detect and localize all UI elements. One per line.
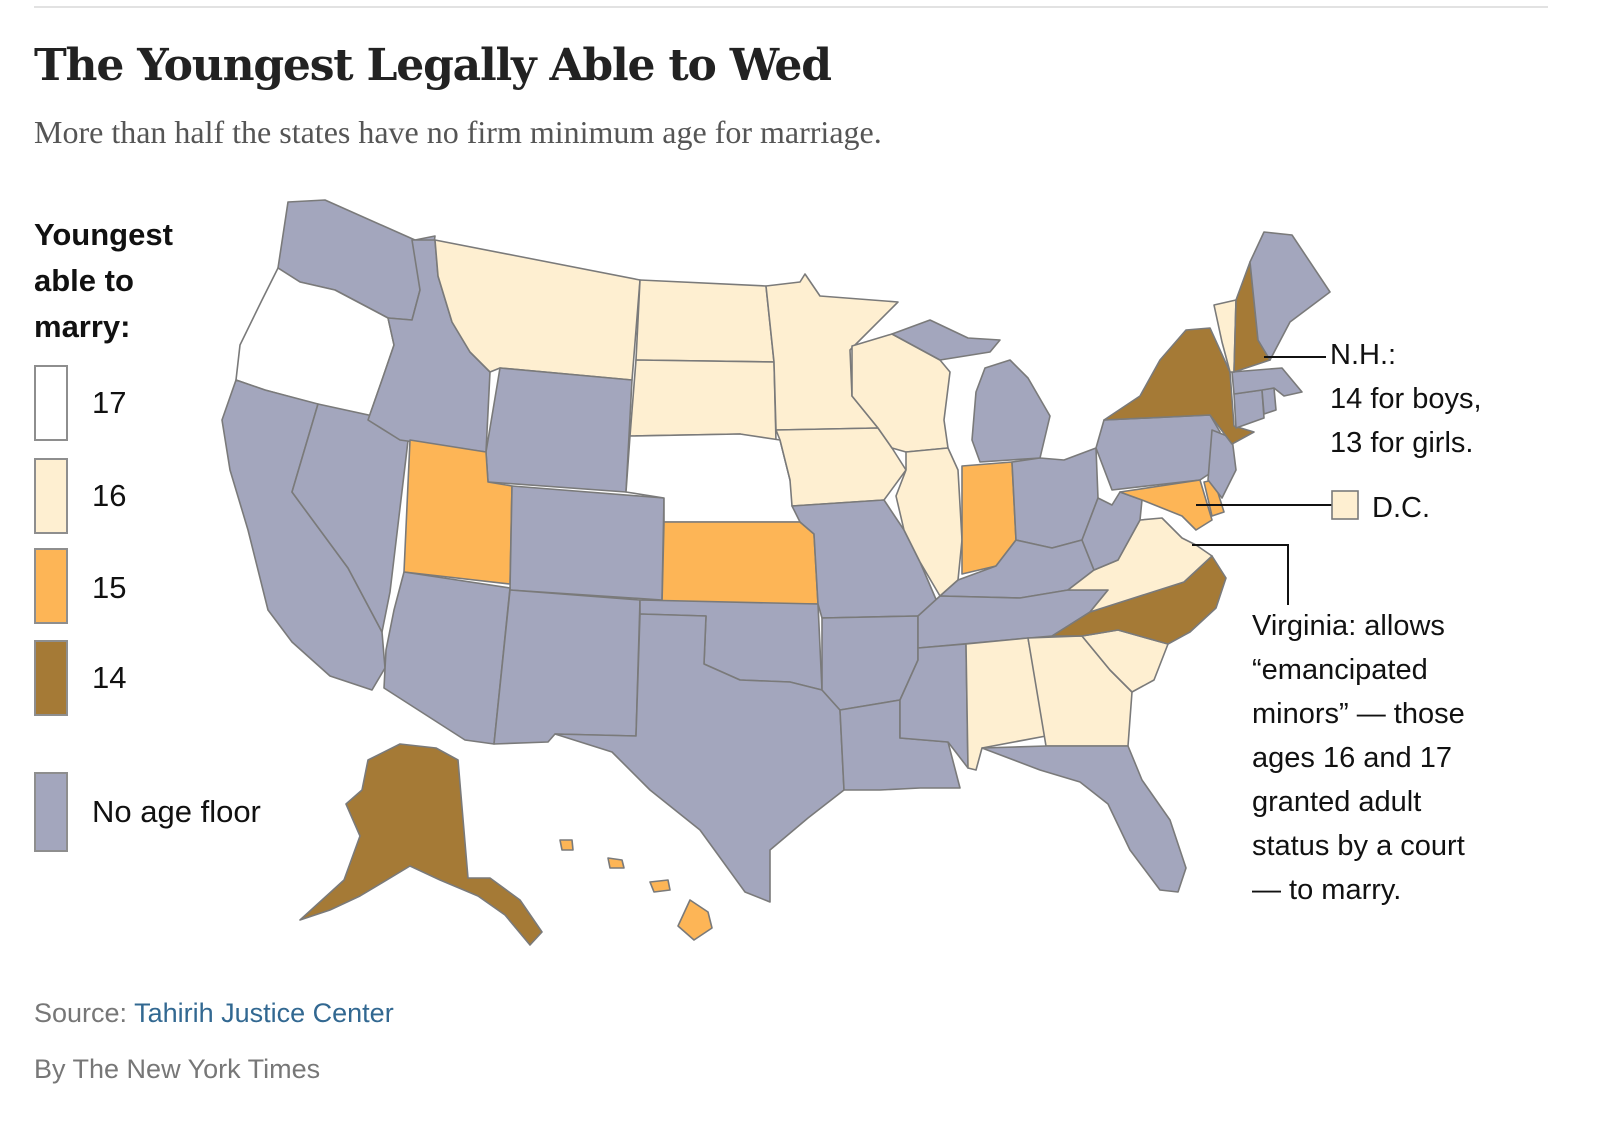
state-colorado [509,485,665,601]
source-prefix: Source: [34,998,135,1028]
state-kansas [661,521,819,605]
state-michigan-lower [971,359,1051,463]
legend-label-17: 17 [92,385,127,420]
state-maine [1249,231,1331,361]
virginia-annotation-line: status by a court [1252,830,1465,862]
state-texas [554,613,845,903]
page-subtitle: More than half the states have no firm m… [34,114,882,150]
legend-swatch-16 [34,458,68,534]
state-massachusetts [1231,367,1303,397]
legend-label-no-floor: No age floor [92,794,261,829]
virginia-annotation-line: “emancipated [1252,654,1428,686]
virginia-annotation-line: Virginia: allows [1252,610,1445,642]
state-montana [434,239,641,381]
state-wyoming [485,367,633,493]
state-connecticut [1233,389,1265,429]
virginia-annotation-line: — to marry. [1252,874,1402,906]
virginia-annotation: Virginia: allows “emancipated minors” — … [1252,604,1465,912]
virginia-annotation-line: ages 16 and 17 [1252,742,1452,774]
legend-title: Youngest able to marry: [34,217,173,344]
virginia-leader-line [1192,544,1289,605]
nh-annotation-line: 14 for boys, [1330,383,1482,415]
state-hawaii-kauai [559,839,574,851]
state-michigan-upper [891,319,1001,361]
source-link[interactable]: Tahirih Justice Center [134,998,394,1028]
state-hawaii-maui [649,879,671,893]
state-florida [981,745,1187,893]
dc-label: D.C. [1372,492,1430,524]
legend-swatch-17 [34,365,68,441]
state-vermont [1213,299,1237,373]
state-rhode-island [1261,387,1277,415]
legend-label-15: 15 [92,570,127,605]
source-line: Source: Tahirih Justice Center [34,998,394,1029]
state-pennsylvania [1095,414,1221,491]
nh-annotation: N.H.: 14 for boys, 13 for girls. [1330,333,1482,465]
legend-swatch-14 [34,640,68,716]
nh-annotation-line: N.H.: [1330,339,1397,371]
virginia-annotation-line: granted adult [1252,786,1422,818]
legend-swatch-15 [34,548,68,624]
nh-annotation-line: 13 for girls. [1330,427,1474,459]
state-arizona [383,571,511,745]
state-alaska [299,743,543,946]
legend-swatch-no-floor [34,772,68,852]
state-maryland [1119,479,1213,531]
state-hawaii [677,899,713,941]
page-title: The Youngest Legally Able to Wed [34,40,832,91]
top-rule [34,6,1548,8]
legend-label-14: 14 [92,660,127,695]
legend-label-16: 16 [92,478,127,513]
state-north-dakota [635,279,775,363]
byline: By The New York Times [34,1054,321,1084]
state-hawaii-oahu [607,857,625,869]
state-new-mexico [493,589,641,745]
dc-swatch [1331,490,1359,520]
virginia-annotation-line: minors” — those [1252,698,1465,730]
state-minnesota [765,273,899,431]
state-south-dakota [629,359,777,443]
